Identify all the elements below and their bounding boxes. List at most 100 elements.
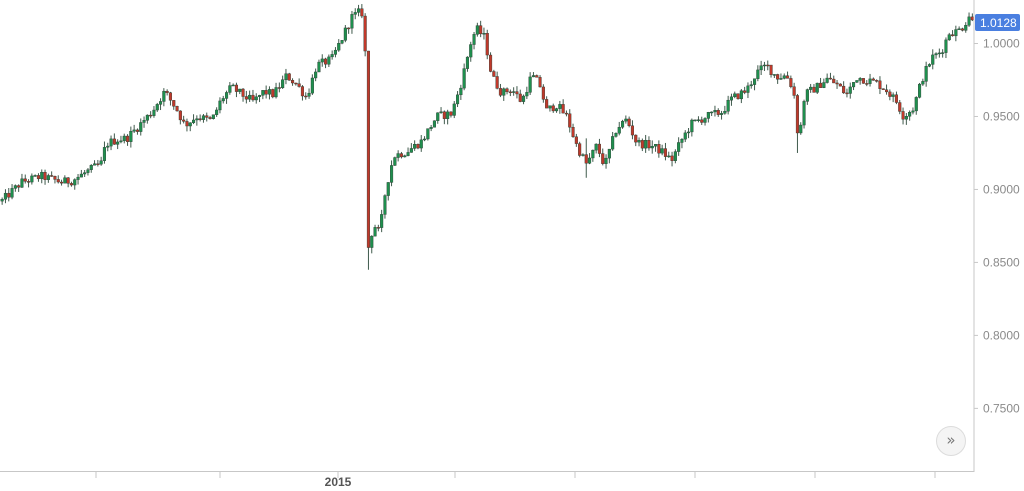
candle-up — [132, 129, 136, 132]
candle-down — [766, 64, 770, 67]
candle-up — [46, 175, 50, 180]
candle-up — [528, 76, 532, 93]
candle-up — [690, 119, 694, 133]
candle-up — [99, 160, 103, 165]
candle-up — [723, 111, 727, 114]
candle-up — [228, 85, 232, 93]
candle-down — [498, 88, 503, 96]
candle-up — [122, 135, 126, 142]
candle-up — [911, 110, 915, 113]
candle-up — [650, 145, 654, 149]
candle-up — [756, 69, 760, 79]
candle-up — [307, 92, 311, 97]
candle-up — [502, 88, 506, 96]
candle-up — [218, 100, 222, 111]
candle-up — [472, 34, 476, 45]
candle-down — [561, 104, 565, 114]
candle-up — [63, 177, 67, 184]
candle-down — [168, 92, 173, 101]
candle-down — [277, 87, 281, 89]
candle-down — [812, 86, 816, 93]
candle-up — [162, 90, 166, 102]
candle-up — [855, 80, 859, 83]
candle-up — [469, 44, 473, 58]
candle-up — [941, 52, 945, 54]
candle-up — [927, 64, 931, 67]
candle-down — [828, 77, 832, 80]
candle-down — [792, 86, 796, 96]
candle-down — [416, 144, 420, 149]
candle-up — [512, 91, 516, 93]
candle-up — [426, 128, 430, 140]
candle-up — [224, 92, 229, 99]
candle-up — [439, 111, 443, 113]
candle-up — [413, 144, 417, 149]
candle-up — [548, 105, 552, 109]
candle-up — [733, 93, 737, 98]
candle-down — [670, 155, 674, 161]
candle-up — [729, 96, 733, 101]
candle-down — [27, 181, 31, 183]
candle-down — [479, 25, 483, 35]
candle-down — [601, 153, 605, 164]
candle-down — [878, 80, 882, 89]
candle-up — [102, 147, 106, 161]
candle-up — [76, 176, 80, 180]
candle-down — [244, 96, 248, 100]
candle-up — [677, 142, 681, 152]
candle-up — [904, 116, 908, 120]
candle-up — [934, 53, 938, 56]
candle-down — [304, 95, 308, 98]
candle-up — [83, 172, 87, 175]
candle-down — [271, 89, 275, 98]
candle-down — [442, 111, 446, 119]
candle-up — [310, 77, 314, 94]
candle-down — [901, 111, 905, 120]
candle-up — [621, 120, 625, 128]
candle-down — [647, 139, 651, 149]
candle-down — [264, 90, 268, 95]
candle-up — [396, 153, 400, 158]
candle-down — [885, 89, 889, 93]
candle-down — [630, 125, 634, 136]
scroll-to-latest-button[interactable]: » — [936, 426, 966, 456]
candle-up — [931, 54, 935, 65]
candle-up — [964, 25, 968, 31]
candle-up — [779, 78, 783, 80]
candle-up — [667, 155, 671, 158]
candle-up — [588, 157, 592, 164]
candle-up — [706, 112, 710, 119]
candle-down — [663, 148, 667, 157]
candle-down — [291, 80, 295, 84]
candle-up — [944, 39, 948, 53]
candle-up — [624, 118, 628, 122]
candle-down — [36, 175, 40, 180]
candle-down — [578, 143, 582, 156]
candle-up — [967, 16, 971, 26]
candle-up — [33, 175, 37, 177]
candle-down — [881, 88, 885, 90]
candle-up — [749, 84, 753, 87]
candle-down — [485, 33, 489, 56]
candle-down — [69, 183, 73, 186]
candle-up — [687, 131, 691, 134]
candle-down — [208, 117, 212, 119]
candle-down — [17, 185, 21, 188]
candle-up — [201, 115, 206, 120]
candle-up — [805, 89, 809, 102]
candle-down — [363, 15, 367, 52]
candle-up — [142, 120, 146, 123]
candle-up — [221, 98, 225, 102]
candle-down — [541, 86, 545, 100]
candle-up — [215, 109, 219, 115]
candle-up — [954, 29, 958, 37]
candle-up — [429, 127, 433, 129]
candle-up — [432, 120, 437, 128]
candle-down — [112, 138, 116, 145]
y-tick-label: 0.9000 — [983, 182, 1020, 196]
candle-up — [195, 118, 199, 121]
candle-down — [508, 91, 512, 94]
candle-down — [60, 181, 64, 184]
candle-up — [462, 68, 466, 89]
